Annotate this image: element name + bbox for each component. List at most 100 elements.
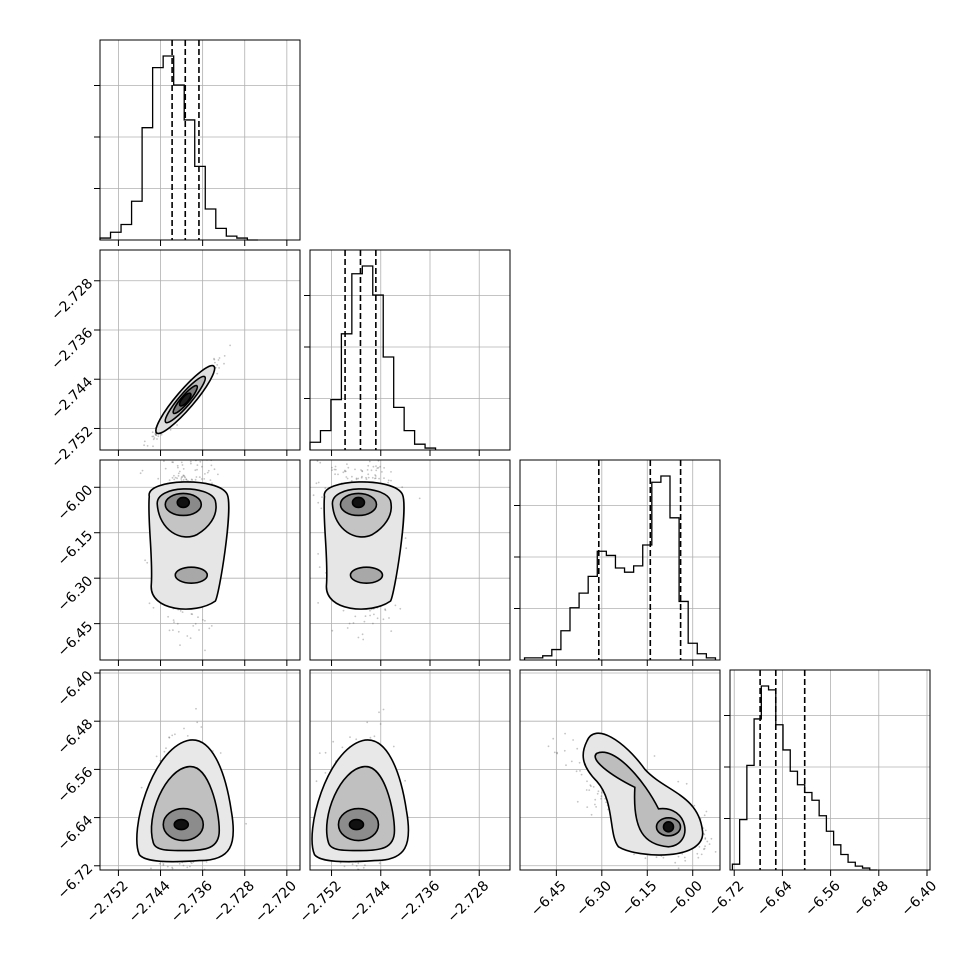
sample-point: [176, 622, 179, 625]
sample-point: [685, 782, 688, 785]
sample-point: [199, 460, 202, 463]
sample-point: [303, 755, 305, 757]
sample-point: [189, 460, 192, 463]
sample-point: [365, 476, 367, 479]
histogram-step: [309, 265, 437, 450]
density-contour: [173, 818, 190, 831]
y-tick-label: −2.744: [48, 374, 96, 422]
sample-point: [171, 867, 174, 870]
sample-point: [418, 497, 421, 500]
sample-point: [331, 469, 333, 471]
sample-point: [714, 851, 717, 853]
sample-point: [703, 847, 706, 850]
sample-point: [345, 457, 347, 459]
sample-point: [218, 367, 221, 369]
sample-point: [351, 475, 353, 478]
sample-point: [157, 435, 160, 438]
sample-point: [376, 617, 379, 620]
sample-point: [362, 638, 365, 641]
x-tick-label: −6.56: [802, 878, 844, 920]
scatter-points: [136, 707, 248, 874]
scatter-points: [139, 442, 230, 652]
sample-point: [644, 857, 647, 860]
sample-point: [369, 736, 372, 739]
sample-point: [401, 486, 404, 489]
sample-point: [384, 608, 386, 611]
sample-point: [355, 424, 357, 426]
sample-point: [205, 458, 207, 460]
x-tick-label: −6.48: [850, 878, 892, 920]
sample-point: [152, 606, 155, 609]
sample-point: [192, 625, 195, 627]
sample-point: [173, 478, 176, 481]
sample-point: [324, 772, 327, 774]
sample-point: [185, 478, 188, 481]
sample-point: [196, 721, 199, 724]
sample-point: [703, 833, 706, 836]
y-tick-label: −6.40: [55, 668, 97, 710]
scatter-points: [303, 708, 410, 881]
sample-point: [151, 431, 154, 434]
sample-point: [344, 453, 346, 455]
sample-point: [355, 738, 358, 741]
sample-point: [318, 566, 321, 568]
sample-point: [344, 469, 346, 472]
sample-point: [342, 471, 345, 474]
sample-point: [317, 481, 320, 484]
histogram-panel-1: [304, 250, 510, 456]
sample-point: [600, 797, 602, 800]
sample-point: [151, 435, 154, 438]
joint-frame: [99, 249, 301, 451]
density-contour: [178, 392, 192, 407]
sample-point: [383, 467, 385, 469]
sample-point: [372, 622, 374, 625]
x-tick-label: −2.752: [297, 878, 345, 926]
sample-point: [194, 622, 197, 625]
sample-point: [179, 644, 181, 646]
sample-point: [144, 559, 147, 562]
sample-point: [200, 726, 203, 728]
sample-point: [179, 452, 181, 454]
sample-point: [178, 872, 180, 874]
sample-point: [372, 465, 375, 468]
sample-point: [213, 468, 216, 471]
sample-point: [662, 856, 665, 859]
sample-point: [394, 604, 397, 607]
sample-point: [148, 602, 151, 605]
density-contour: [176, 496, 191, 509]
sample-point: [601, 791, 603, 794]
sample-point: [186, 866, 189, 869]
sample-point: [163, 750, 166, 753]
sample-point: [337, 879, 339, 881]
histogram-frame: [309, 249, 511, 451]
x-tick-label: −2.744: [126, 878, 174, 926]
sample-point: [346, 463, 348, 465]
sample-point: [180, 476, 183, 479]
sample-point: [366, 721, 369, 724]
sample-point: [703, 814, 706, 817]
sample-point: [589, 784, 592, 786]
sample-point: [179, 442, 181, 444]
sample-point: [195, 476, 198, 478]
sample-point: [190, 862, 193, 865]
sample-point: [334, 468, 337, 471]
sample-point: [196, 464, 199, 466]
sample-point: [173, 456, 175, 458]
sample-point: [201, 465, 203, 468]
sample-point: [179, 610, 182, 612]
sample-point: [150, 867, 152, 870]
sample-point: [183, 474, 185, 477]
sample-point: [154, 446, 156, 448]
sample-point: [596, 792, 599, 795]
sample-point: [204, 619, 206, 622]
sample-point: [346, 627, 349, 629]
sample-point: [190, 452, 192, 454]
sample-point: [204, 649, 206, 652]
sample-point: [677, 780, 680, 783]
sample-point: [341, 746, 344, 749]
joint-panel-1-0: [94, 250, 300, 456]
histogram-panel-2: [514, 460, 720, 666]
sample-point: [181, 464, 184, 466]
sample-point: [355, 478, 358, 481]
